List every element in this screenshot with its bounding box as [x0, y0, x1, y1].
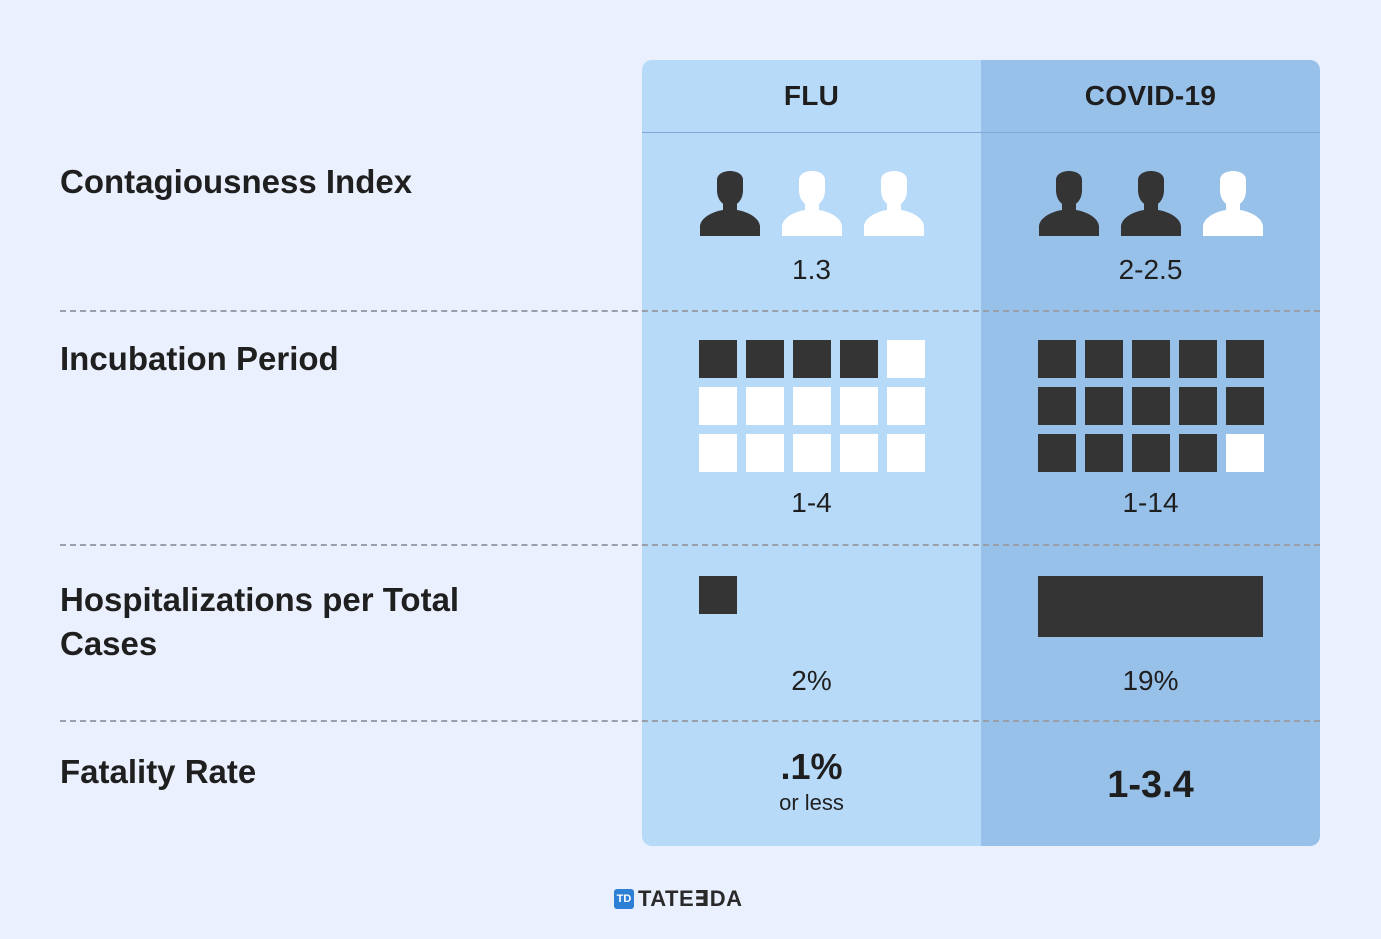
day-square-filled: [1179, 340, 1217, 378]
flu-hospitalization-value: 2%: [791, 665, 832, 696]
flu-incubation-value: 1-4: [791, 487, 832, 518]
covid-incubation-value: 1-14: [1122, 487, 1179, 518]
day-square-filled: [1226, 340, 1264, 378]
person-filled-icon: [1038, 171, 1099, 236]
day-square-empty: [840, 434, 878, 472]
day-square-empty: [887, 340, 925, 378]
day-square-empty: [699, 434, 737, 472]
person-empty-icon: [863, 171, 924, 236]
flu-fatality-value: .1%: [780, 746, 843, 787]
covid-fatality-value: 1-3.4: [1107, 764, 1194, 806]
covid-hospitalization-bar: [1038, 576, 1263, 637]
row-separator: [60, 720, 1320, 722]
day-square-filled: [1038, 434, 1076, 472]
day-square-empty: [1226, 434, 1264, 472]
day-square-filled: [1038, 387, 1076, 425]
flu-fatality-note: or less: [779, 790, 844, 815]
day-square-empty: [746, 387, 784, 425]
tateeda-logo: TD TATE∃DA: [614, 886, 742, 912]
day-square-filled: [1038, 340, 1076, 378]
covid-incubation-grid: [1038, 340, 1264, 472]
row-separator: [60, 544, 1320, 546]
header-divider: [642, 132, 1320, 133]
day-square-empty: [793, 387, 831, 425]
covid-header: COVID-19: [1084, 80, 1217, 111]
day-square-filled: [1132, 340, 1170, 378]
day-square-filled: [699, 340, 737, 378]
day-square-filled: [793, 340, 831, 378]
row-separator: [60, 310, 1320, 312]
fatality-label: Fatality Rate: [60, 753, 257, 790]
day-square-filled: [1085, 340, 1123, 378]
day-square-filled: [1132, 434, 1170, 472]
flu-incubation-grid: [699, 340, 925, 472]
day-square-empty: [793, 434, 831, 472]
flu-header: FLU: [783, 80, 840, 111]
covid-hospitalization-value: 19%: [1122, 665, 1179, 696]
day-square-filled: [1226, 387, 1264, 425]
day-square-empty: [887, 434, 925, 472]
day-square-filled: [746, 340, 784, 378]
day-square-filled: [1085, 434, 1123, 472]
day-square-empty: [699, 387, 737, 425]
hospitalizations-label: Hospitalizations per Total Cases: [60, 581, 460, 662]
flu-people-icons: [642, 160, 981, 236]
day-square-filled: [1085, 387, 1123, 425]
day-square-filled: [1132, 387, 1170, 425]
flu-hospitalization-bar: [699, 576, 737, 614]
covid-people-icons: [981, 160, 1320, 236]
person-empty-icon: [1202, 171, 1263, 236]
logo-mark-icon: TD: [614, 889, 634, 909]
incubation-label: Incubation Period: [60, 340, 339, 377]
person-filled-icon: [1120, 171, 1181, 236]
day-square-filled: [1179, 434, 1217, 472]
day-square-empty: [887, 387, 925, 425]
person-filled-icon: [699, 171, 760, 236]
day-square-empty: [840, 387, 878, 425]
covid-contagiousness-value: 2-2.5: [1118, 254, 1183, 285]
day-square-filled: [1179, 387, 1217, 425]
flu-contagiousness-value: 1.3: [792, 254, 831, 285]
day-square-empty: [746, 434, 784, 472]
logo-text: TATE∃DA: [638, 886, 743, 911]
person-empty-icon: [781, 171, 842, 236]
contagiousness-label: Contagiousness Index: [60, 163, 413, 200]
day-square-filled: [840, 340, 878, 378]
